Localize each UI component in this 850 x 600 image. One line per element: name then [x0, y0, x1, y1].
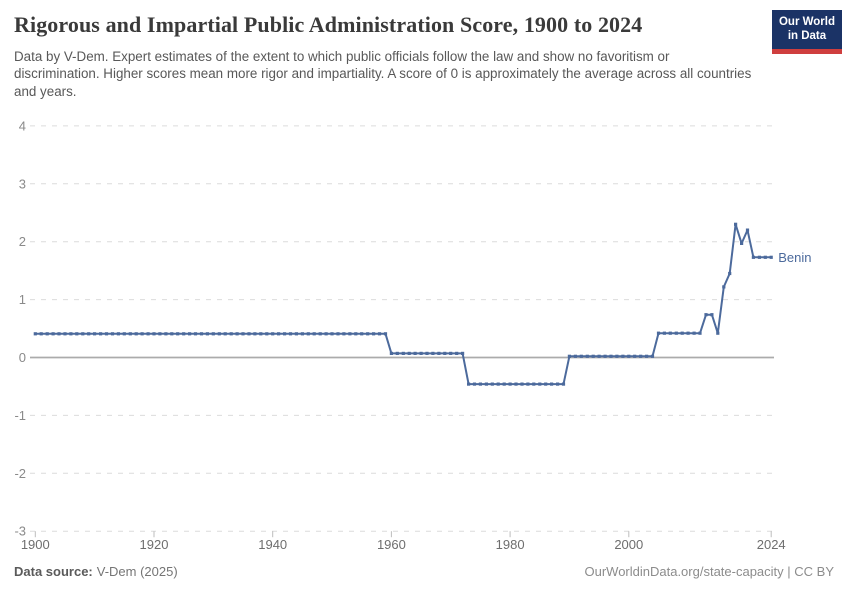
svg-text:1980: 1980	[496, 537, 525, 552]
svg-text:1: 1	[19, 292, 26, 307]
svg-text:-3: -3	[14, 524, 26, 539]
data-source-label: Data source:	[14, 564, 93, 579]
svg-text:1940: 1940	[258, 537, 287, 552]
svg-text:2: 2	[19, 234, 26, 249]
owid-logo-line1: Our World	[778, 16, 835, 28]
line-chart: 4 3 2 1 0 -1 -2 -3 1900 1920 1940 1960 1980 2000 2024 B…	[0, 110, 850, 560]
svg-text:2000: 2000	[614, 537, 643, 552]
credit-link[interactable]: OurWorldinData.org/state-capacity | CC B…	[584, 564, 834, 579]
entity-label: Benin	[778, 250, 811, 265]
chart-subtitle: Data by V-Dem. Expert estimates of the e…	[14, 49, 752, 99]
svg-text:3: 3	[19, 176, 26, 191]
data-line	[35, 223, 772, 386]
y-gridlines: 4 3 2 1 0 -1 -2 -3	[14, 118, 774, 539]
svg-text:-2: -2	[14, 466, 26, 481]
svg-text:2024: 2024	[757, 537, 786, 552]
svg-text:1900: 1900	[21, 537, 50, 552]
data-source-value: V-Dem (2025)	[96, 564, 178, 579]
svg-text:1920: 1920	[140, 537, 169, 552]
series-benin: Benin	[33, 222, 811, 386]
chart-title: Rigorous and Impartial Public Administra…	[14, 12, 643, 37]
svg-text:1960: 1960	[377, 537, 406, 552]
x-axis: 1900 1920 1940 1960 1980 2000 2024	[21, 531, 786, 552]
owid-logo: Our World in Data	[771, 10, 842, 54]
svg-text:4: 4	[19, 118, 26, 133]
svg-text:-1: -1	[14, 408, 26, 423]
owid-logo-line2: in Data	[787, 29, 827, 42]
svg-text:0: 0	[19, 350, 26, 365]
chart-footer: Data source: V-Dem (2025) OurWorldinData.…	[14, 564, 834, 579]
data-source: Data source: V-Dem (2025)	[14, 564, 178, 579]
